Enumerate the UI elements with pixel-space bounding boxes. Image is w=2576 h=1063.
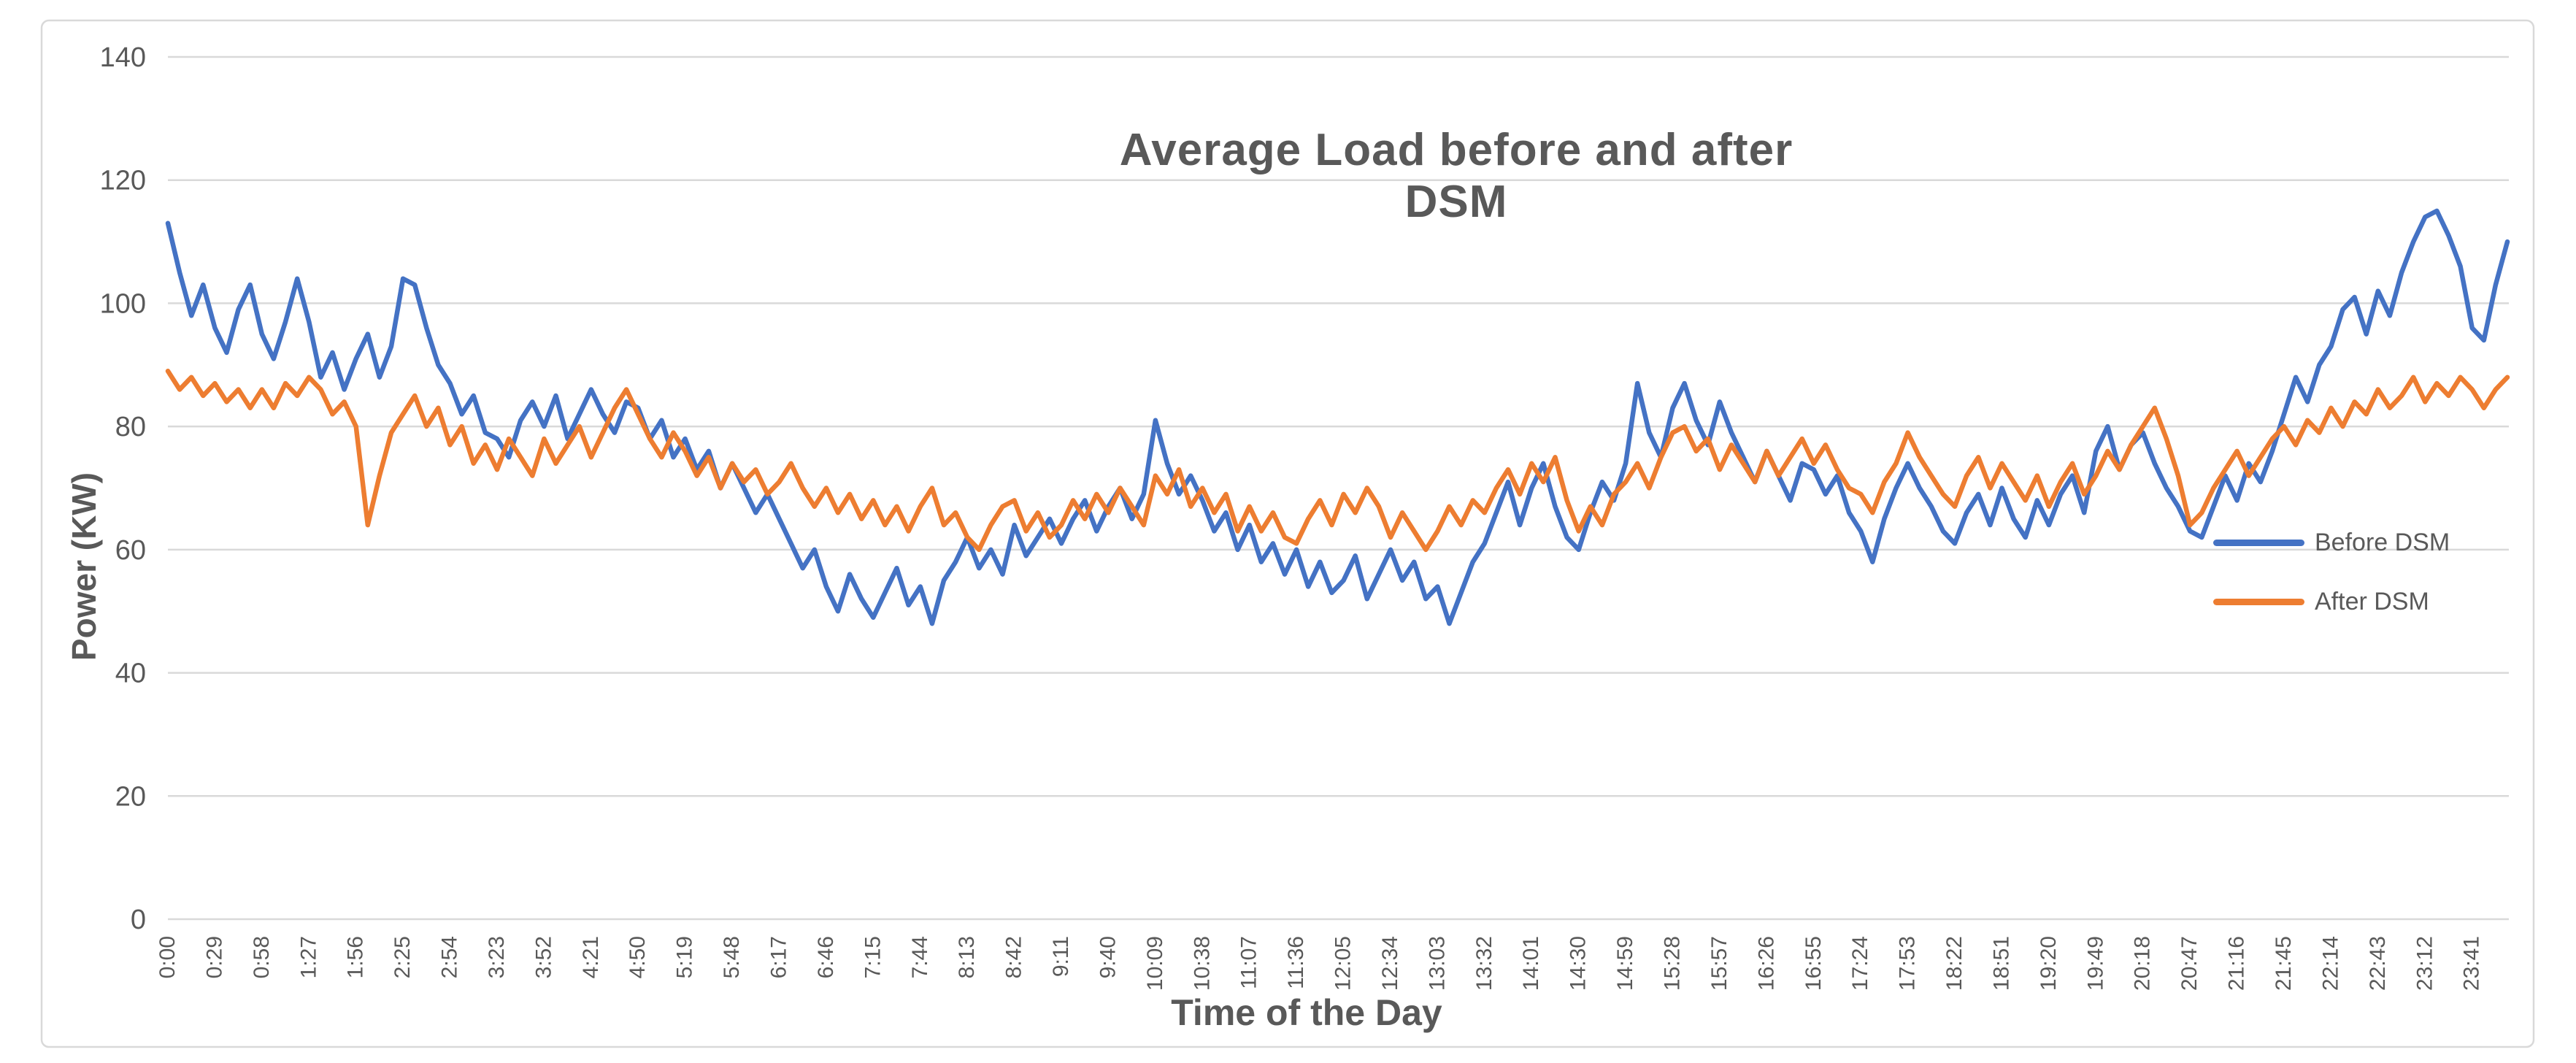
x-tick-label-22:14: 22:14 xyxy=(2318,936,2342,991)
x-tick-label-11:07: 11:07 xyxy=(1237,936,1261,989)
x-tick-label-9:40: 9:40 xyxy=(1096,936,1120,978)
x-tick-label-19:49: 19:49 xyxy=(2083,936,2107,991)
x-tick-label-2:54: 2:54 xyxy=(438,936,462,978)
x-tick-label-12:05: 12:05 xyxy=(1331,936,1356,991)
y-tick-label-100: 100 xyxy=(100,288,146,319)
x-tick-label-15:28: 15:28 xyxy=(1661,936,1685,991)
y-tick-label-80: 80 xyxy=(115,412,146,442)
x-tick-label-16:55: 16:55 xyxy=(1802,936,1826,991)
x-tick-label-0:00: 0:00 xyxy=(155,936,180,978)
legend-label-before-dsm: Before DSM xyxy=(2315,529,2450,556)
legend: Before DSM After DSM xyxy=(2213,529,2450,616)
x-tick-label-1:27: 1:27 xyxy=(296,936,320,978)
x-tick-label-17:53: 17:53 xyxy=(1896,936,1920,991)
y-tick-label-0: 0 xyxy=(131,905,146,935)
x-tick-label-5:19: 5:19 xyxy=(673,936,697,978)
x-tick-label-7:44: 7:44 xyxy=(908,936,932,978)
x-tick-label-13:32: 13:32 xyxy=(1472,936,1496,991)
x-tick-label-21:16: 21:16 xyxy=(2225,936,2249,991)
x-tick-label-8:42: 8:42 xyxy=(1002,936,1026,978)
x-tick-label-3:23: 3:23 xyxy=(485,936,509,978)
x-tick-label-6:17: 6:17 xyxy=(766,936,791,978)
x-tick-label-4:21: 4:21 xyxy=(579,936,603,978)
legend-label-after-dsm: After DSM xyxy=(2315,588,2429,615)
x-tick-label-13:03: 13:03 xyxy=(1425,936,1449,991)
x-tick-label-10:38: 10:38 xyxy=(1190,936,1214,991)
x-tick-label-18:22: 18:22 xyxy=(1942,936,1966,991)
x-tick-label-19:20: 19:20 xyxy=(2037,936,2061,991)
x-tick-label-0:58: 0:58 xyxy=(250,936,274,978)
chart-frame xyxy=(40,19,2535,1048)
x-tick-label-23:12: 23:12 xyxy=(2412,936,2437,991)
after-dsm-line-swatch xyxy=(2213,599,2304,605)
x-tick-label-14:59: 14:59 xyxy=(1613,936,1637,991)
x-tick-label-5:48: 5:48 xyxy=(720,936,744,978)
before-dsm-line-swatch xyxy=(2213,540,2304,546)
x-tick-label-23:41: 23:41 xyxy=(2460,936,2484,991)
y-tick-label-120: 120 xyxy=(100,166,146,196)
x-tick-label-16:26: 16:26 xyxy=(1754,936,1778,991)
y-tick-label-40: 40 xyxy=(115,659,146,689)
x-tick-label-20:18: 20:18 xyxy=(2131,936,2155,991)
chart-title: Average Load before and after DSM xyxy=(1119,125,1793,227)
x-tick-label-18:51: 18:51 xyxy=(1989,936,2013,991)
y-tick-label-20: 20 xyxy=(115,781,146,812)
x-tick-label-15:57: 15:57 xyxy=(1707,936,1731,991)
x-tick-label-21:45: 21:45 xyxy=(2272,936,2296,991)
x-tick-label-10:09: 10:09 xyxy=(1143,936,1167,991)
x-tick-label-6:46: 6:46 xyxy=(814,936,838,978)
series-line-after-dsm xyxy=(165,368,2510,553)
y-tick-label-140: 140 xyxy=(100,42,146,73)
x-tick-label-12:34: 12:34 xyxy=(1378,936,1402,991)
x-tick-label-14:30: 14:30 xyxy=(1566,936,1591,991)
x-tick-label-14:01: 14:01 xyxy=(1519,936,1543,991)
x-tick-label-20:47: 20:47 xyxy=(2177,936,2202,991)
legend-entry-before-dsm: Before DSM xyxy=(2213,529,2450,557)
x-tick-label-1:56: 1:56 xyxy=(344,936,368,978)
y-tick-label-60: 60 xyxy=(115,535,146,566)
x-axis-title: Time of the Day xyxy=(1171,992,1442,1033)
x-tick-label-22:43: 22:43 xyxy=(2366,936,2390,991)
x-tick-label-0:29: 0:29 xyxy=(202,936,226,978)
x-tick-label-4:50: 4:50 xyxy=(626,936,650,978)
y-axis-title: Power (KW) xyxy=(65,472,103,661)
x-tick-label-3:52: 3:52 xyxy=(531,936,555,978)
x-tick-label-17:24: 17:24 xyxy=(1848,936,1872,991)
x-tick-label-9:11: 9:11 xyxy=(1049,936,1073,977)
legend-entry-after-dsm: After DSM xyxy=(2213,588,2450,616)
x-tick-label-2:25: 2:25 xyxy=(391,936,415,978)
x-tick-label-8:13: 8:13 xyxy=(955,936,979,978)
x-tick-label-7:15: 7:15 xyxy=(861,936,885,978)
x-tick-label-11:36: 11:36 xyxy=(1284,936,1308,989)
